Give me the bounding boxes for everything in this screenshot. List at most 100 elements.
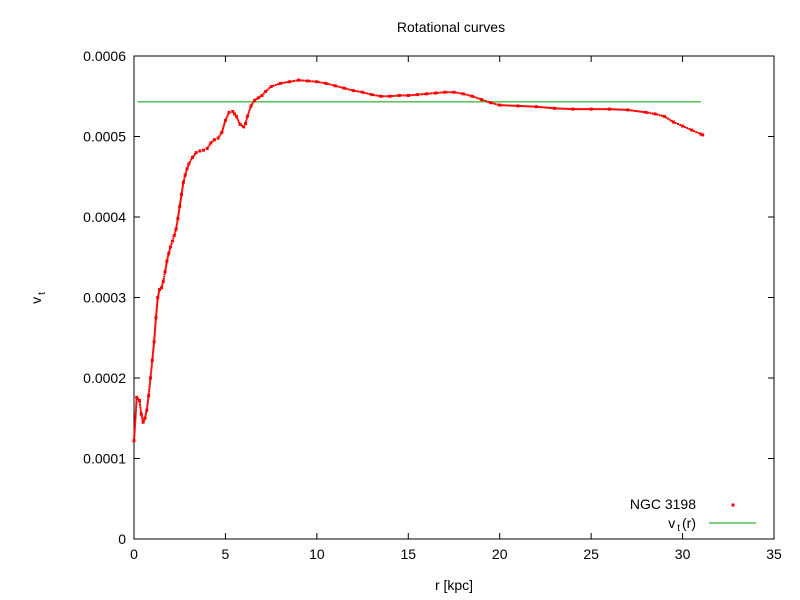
data-point-fill	[145, 411, 148, 414]
data-point-fill	[386, 95, 389, 98]
data-point-fill	[227, 113, 230, 116]
data-point-fill	[139, 408, 142, 411]
data-point-fill	[545, 106, 548, 109]
data-point-fill	[649, 112, 652, 115]
data-point-fill	[218, 135, 221, 138]
data-point-fill	[152, 342, 155, 345]
data-point-fill	[268, 87, 271, 90]
data-point-fill	[168, 247, 171, 250]
data-point-fill	[151, 355, 154, 358]
data-point-fill	[259, 95, 262, 98]
data-point-fill	[514, 104, 517, 107]
data-point-fill	[602, 108, 605, 111]
y-axis-label-main: v	[28, 297, 44, 304]
data-point-fill	[155, 314, 158, 317]
ngc3198-series	[132, 78, 705, 443]
data-point-fill	[446, 91, 449, 94]
data-point-fill	[475, 96, 478, 99]
data-point-fill	[430, 92, 433, 95]
data-point-fill	[251, 103, 254, 106]
data-point-fill	[249, 107, 252, 110]
data-point	[379, 94, 383, 98]
data-point-fill	[674, 122, 677, 125]
data-point-fill	[666, 117, 669, 120]
data-point	[238, 122, 242, 126]
data-point-fill	[135, 398, 138, 401]
data-point	[176, 217, 180, 221]
data-point-fill	[559, 107, 562, 110]
data-point-fill	[156, 304, 159, 307]
y-axis-label: vt	[28, 292, 48, 304]
data-point-fill	[147, 392, 150, 395]
data-point-fill	[594, 108, 597, 111]
data-point-fill	[563, 107, 566, 110]
data-point	[589, 107, 593, 111]
data-point-fill	[418, 93, 421, 96]
data-point-fill	[178, 209, 181, 212]
data-point-fill	[149, 374, 152, 377]
data-point-fill	[141, 419, 144, 422]
data-point-fill	[610, 108, 613, 111]
data-point-fill	[150, 370, 153, 373]
data-point-fill	[155, 310, 158, 313]
data-point-fill	[697, 132, 700, 135]
data-point	[370, 93, 374, 97]
data-point-fill	[143, 419, 146, 422]
data-point	[201, 148, 205, 152]
data-point-fill	[665, 116, 668, 119]
data-point-fill	[134, 419, 137, 422]
data-point-fill	[240, 124, 243, 127]
data-point	[183, 173, 187, 177]
data-point-fill	[168, 250, 171, 253]
data-point-fill	[163, 275, 166, 278]
data-point-fill	[347, 88, 350, 91]
data-point-fill	[543, 106, 546, 109]
x-axis-label: r [kpc]	[435, 577, 473, 593]
data-point-fill	[181, 185, 184, 188]
data-point-fill	[164, 268, 167, 271]
data-point-fill	[135, 402, 138, 405]
data-point-fill	[336, 85, 339, 88]
data-point-fill	[309, 80, 311, 83]
data-point-fill	[150, 365, 153, 368]
data-point-fill	[133, 429, 136, 432]
data-point-fill	[311, 80, 314, 83]
data-point-fill	[238, 121, 241, 124]
data-point-fill	[150, 368, 153, 371]
data-point-fill	[668, 118, 671, 121]
data-point-fill	[437, 91, 439, 94]
data-point	[147, 394, 151, 398]
data-point-fill	[139, 406, 142, 409]
data-point	[198, 149, 202, 153]
data-point-fill	[338, 85, 341, 88]
data-point-fill	[152, 351, 155, 354]
data-point-fill	[439, 91, 442, 94]
data-point-fill	[133, 431, 136, 434]
x-tick-label: 0	[130, 546, 138, 562]
data-point-fill	[368, 93, 371, 96]
data-point-fill	[184, 171, 187, 174]
data-point-fill	[618, 108, 621, 111]
data-point	[498, 103, 502, 107]
data-point-fill	[154, 324, 157, 327]
data-point-fill	[154, 326, 157, 329]
data-point-fill	[393, 94, 396, 97]
data-point-fill	[679, 124, 682, 127]
data-point-fill	[496, 103, 499, 106]
data-point-fill	[295, 79, 298, 82]
data-point-fill	[402, 94, 405, 97]
data-point	[216, 136, 220, 140]
data-point-fill	[577, 108, 580, 111]
data-point-fill	[247, 111, 250, 114]
legend: NGC 3198 v t (r)	[630, 496, 756, 534]
data-point	[132, 439, 136, 443]
data-point-fill	[223, 123, 226, 126]
data-point-fill	[555, 107, 558, 110]
data-point-fill	[151, 357, 154, 360]
data-point-fill	[487, 100, 490, 103]
y-tick-label: 0.0001	[83, 451, 126, 467]
data-point-fill	[149, 379, 152, 382]
data-point	[516, 104, 520, 108]
data-point-fill	[134, 421, 137, 424]
data-point-fill	[144, 415, 147, 418]
